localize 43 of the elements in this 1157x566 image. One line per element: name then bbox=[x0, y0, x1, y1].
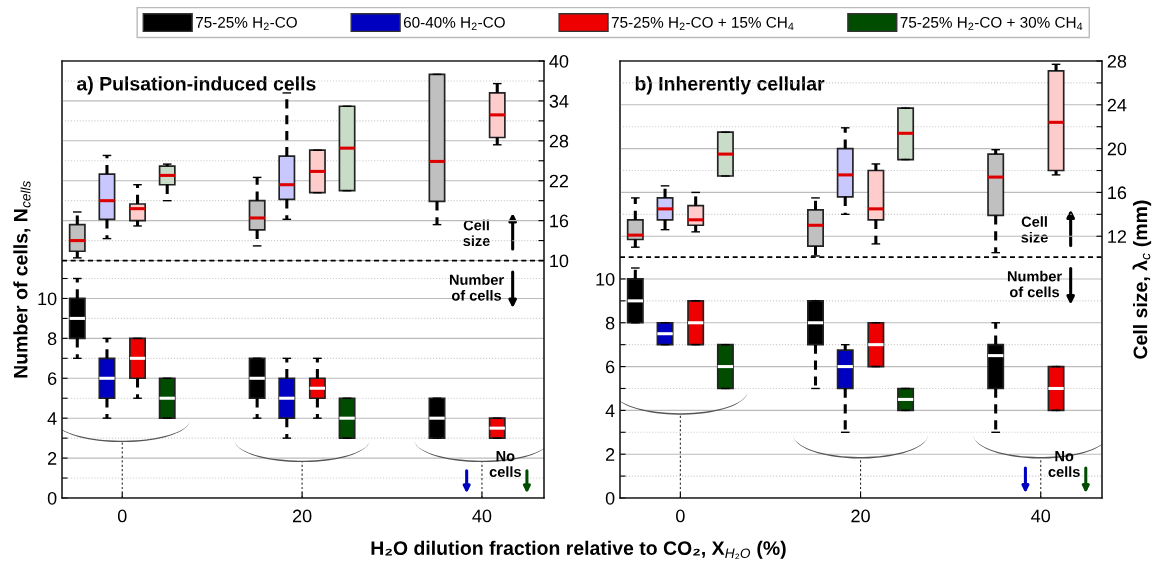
y2-tick-label: 34 bbox=[549, 94, 569, 108]
text: b) Inherently cellular bbox=[635, 76, 825, 95]
y-tick-label: 10 bbox=[596, 272, 615, 286]
y2-axis-title: Cell size, λ$_{c}$ (mm) bbox=[1132, 200, 1152, 359]
text: a) Pulsation-induced cells bbox=[77, 76, 316, 95]
y-tick-label: 2 bbox=[606, 448, 615, 461]
x-tick-label: 0 bbox=[117, 509, 127, 523]
x-tick-label: 40 bbox=[1031, 509, 1051, 523]
y-tick-label: 0 bbox=[47, 491, 57, 505]
y2-tick-label: 16 bbox=[550, 214, 569, 228]
y2-tick-label: 28 bbox=[1107, 54, 1127, 68]
x-tick-label: 20 bbox=[851, 509, 870, 523]
x-axis-title: H₂O dilution fraction relative to CO₂, X$_{H₂O}$ (%) bbox=[371, 540, 786, 560]
annotation: Cell size bbox=[1021, 216, 1048, 243]
y-tick-label: 2 bbox=[48, 452, 57, 465]
y-tick-label: 6 bbox=[606, 360, 615, 374]
y-tick-label: 8 bbox=[47, 332, 57, 346]
y2-tick-label: 20 bbox=[1107, 142, 1127, 156]
y2-tick-label: 10 bbox=[550, 254, 569, 268]
y-tick-label: 6 bbox=[48, 372, 57, 385]
y2-tick-label: 24 bbox=[1107, 98, 1127, 112]
y2-tick-label: 40 bbox=[549, 54, 569, 68]
y2-tick-label: 12 bbox=[1108, 230, 1127, 243]
legend-label: 75-25% H$_{2}$-CO + 30% CH$_{4}$ bbox=[900, 16, 1083, 31]
x-tick-label: 0 bbox=[676, 509, 685, 523]
y2-tick-label: 28 bbox=[549, 134, 569, 148]
y2-tick-label: 16 bbox=[1108, 186, 1127, 200]
x-tick-label: 20 bbox=[292, 509, 312, 523]
y-tick-label: 10 bbox=[38, 292, 57, 306]
annotation: No cells bbox=[489, 451, 521, 477]
legend-label: 75-25% H$_{2}$-CO bbox=[195, 16, 297, 31]
y-axis-title: Number of cells, N$_{cells}$ bbox=[13, 181, 31, 378]
annotation: Number of cells bbox=[1007, 270, 1062, 298]
y-tick-label: 8 bbox=[605, 316, 615, 330]
y-tick-label: 4 bbox=[605, 404, 615, 417]
legend-label: 60-40% H$_{2}$-CO bbox=[403, 16, 505, 31]
annotation: No cells bbox=[1048, 451, 1080, 477]
legend-label: 75-25% H$_{2}$-CO + 15% CH$_{4}$ bbox=[611, 16, 794, 31]
y-tick-label: 4 bbox=[47, 412, 57, 425]
y-tick-label: 0 bbox=[605, 491, 615, 505]
y2-tick-label: 22 bbox=[549, 174, 569, 188]
annotation: Number of cells bbox=[449, 274, 504, 301]
x-tick-label: 40 bbox=[472, 509, 492, 523]
